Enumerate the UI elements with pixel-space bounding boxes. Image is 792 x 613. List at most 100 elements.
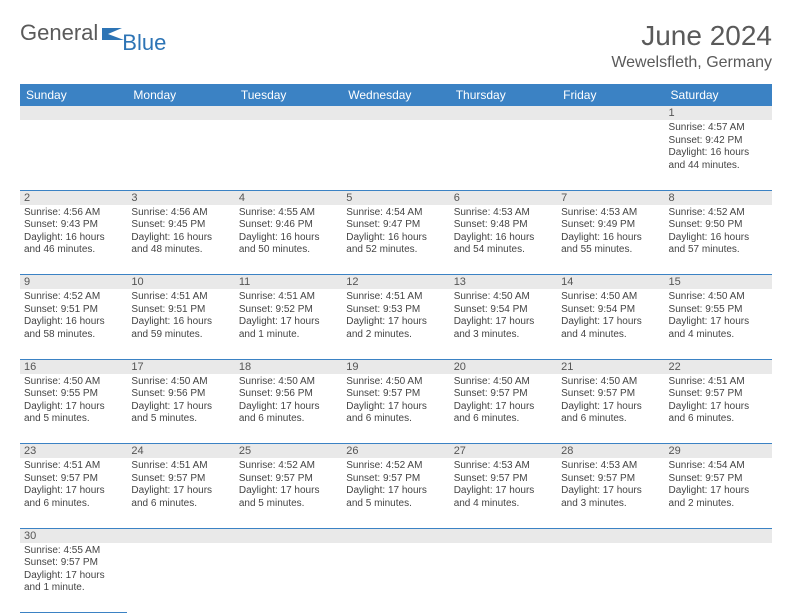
day-number: 16: [20, 359, 127, 374]
sunrise-text: Sunrise: 4:50 AM: [239, 376, 338, 389]
sun-times: Sunrise: 4:53 AMSunset: 9:57 PMDaylight:…: [561, 460, 660, 510]
daylight-text: Daylight: 17 hours and 1 minute.: [239, 316, 338, 341]
sunrise-text: Sunrise: 4:55 AM: [24, 545, 123, 558]
sunrise-text: Sunrise: 4:53 AM: [561, 207, 660, 220]
sunrise-text: Sunrise: 4:51 AM: [131, 291, 230, 304]
day-cell: Sunrise: 4:53 AMSunset: 9:48 PMDaylight:…: [450, 205, 557, 275]
day-number: 25: [235, 444, 342, 459]
daylight-text: Daylight: 16 hours and 58 minutes.: [24, 316, 123, 341]
sunset-text: Sunset: 9:55 PM: [669, 304, 768, 317]
day-cell: [127, 120, 234, 190]
day-number: 15: [665, 275, 772, 290]
daylight-text: Daylight: 17 hours and 5 minutes.: [346, 485, 445, 510]
day-number: [235, 106, 342, 120]
sunset-text: Sunset: 9:46 PM: [239, 219, 338, 232]
sunset-text: Sunset: 9:57 PM: [454, 473, 553, 486]
dayhdr-thu: Thursday: [450, 84, 557, 106]
sunrise-text: Sunrise: 4:50 AM: [561, 291, 660, 304]
sunset-text: Sunset: 9:57 PM: [561, 388, 660, 401]
daylight-text: Daylight: 17 hours and 2 minutes.: [669, 485, 768, 510]
daylight-text: Daylight: 17 hours and 2 minutes.: [346, 316, 445, 341]
daylight-text: Daylight: 17 hours and 4 minutes.: [561, 316, 660, 341]
day-cell: Sunrise: 4:51 AMSunset: 9:52 PMDaylight:…: [235, 289, 342, 359]
day-number: 11: [235, 275, 342, 290]
day-cell: Sunrise: 4:51 AMSunset: 9:53 PMDaylight:…: [342, 289, 449, 359]
sunrise-text: Sunrise: 4:53 AM: [561, 460, 660, 473]
sun-times: Sunrise: 4:51 AMSunset: 9:57 PMDaylight:…: [24, 460, 123, 510]
daylight-text: Daylight: 16 hours and 59 minutes.: [131, 316, 230, 341]
sun-times: Sunrise: 4:54 AMSunset: 9:57 PMDaylight:…: [669, 460, 768, 510]
sun-times: Sunrise: 4:55 AMSunset: 9:46 PMDaylight:…: [239, 207, 338, 257]
daynum-row: 1: [20, 106, 772, 120]
sun-times: Sunrise: 4:51 AMSunset: 9:57 PMDaylight:…: [131, 460, 230, 510]
sunset-text: Sunset: 9:50 PM: [669, 219, 768, 232]
daylight-text: Daylight: 17 hours and 4 minutes.: [454, 485, 553, 510]
daylight-text: Daylight: 17 hours and 6 minutes.: [24, 485, 123, 510]
day-number: 10: [127, 275, 234, 290]
sun-times: Sunrise: 4:55 AMSunset: 9:57 PMDaylight:…: [24, 545, 123, 595]
day-cell: [665, 543, 772, 613]
sunrise-text: Sunrise: 4:50 AM: [131, 376, 230, 389]
day-cell: Sunrise: 4:54 AMSunset: 9:47 PMDaylight:…: [342, 205, 449, 275]
sunrise-text: Sunrise: 4:51 AM: [669, 376, 768, 389]
day-cell: Sunrise: 4:51 AMSunset: 9:57 PMDaylight:…: [127, 458, 234, 528]
sun-times: Sunrise: 4:57 AMSunset: 9:42 PMDaylight:…: [669, 122, 768, 172]
day-number: 6: [450, 190, 557, 205]
day-number: 19: [342, 359, 449, 374]
sunrise-text: Sunrise: 4:53 AM: [454, 460, 553, 473]
day-number: 2: [20, 190, 127, 205]
sunset-text: Sunset: 9:52 PM: [239, 304, 338, 317]
day-number: 7: [557, 190, 664, 205]
sunset-text: Sunset: 9:57 PM: [669, 388, 768, 401]
sunrise-text: Sunrise: 4:51 AM: [24, 460, 123, 473]
day-cell: Sunrise: 4:51 AMSunset: 9:57 PMDaylight:…: [20, 458, 127, 528]
day-cell: [450, 543, 557, 613]
sunrise-text: Sunrise: 4:51 AM: [346, 291, 445, 304]
day-cell: Sunrise: 4:52 AMSunset: 9:57 PMDaylight:…: [342, 458, 449, 528]
sun-times: Sunrise: 4:52 AMSunset: 9:57 PMDaylight:…: [346, 460, 445, 510]
sunset-text: Sunset: 9:51 PM: [24, 304, 123, 317]
dayhdr-mon: Monday: [127, 84, 234, 106]
sunrise-text: Sunrise: 4:50 AM: [669, 291, 768, 304]
week-row: Sunrise: 4:51 AMSunset: 9:57 PMDaylight:…: [20, 458, 772, 528]
day-cell: Sunrise: 4:50 AMSunset: 9:54 PMDaylight:…: [557, 289, 664, 359]
sunrise-text: Sunrise: 4:52 AM: [669, 207, 768, 220]
sunrise-text: Sunrise: 4:50 AM: [454, 376, 553, 389]
week-row: Sunrise: 4:57 AMSunset: 9:42 PMDaylight:…: [20, 120, 772, 190]
sunrise-text: Sunrise: 4:52 AM: [24, 291, 123, 304]
title-block: June 2024 Wewelsfleth, Germany: [611, 20, 772, 72]
day-number: 28: [557, 444, 664, 459]
day-cell: Sunrise: 4:56 AMSunset: 9:45 PMDaylight:…: [127, 205, 234, 275]
sunrise-text: Sunrise: 4:54 AM: [346, 207, 445, 220]
day-cell: Sunrise: 4:52 AMSunset: 9:51 PMDaylight:…: [20, 289, 127, 359]
daylight-text: Daylight: 17 hours and 3 minutes.: [454, 316, 553, 341]
week-row: Sunrise: 4:52 AMSunset: 9:51 PMDaylight:…: [20, 289, 772, 359]
day-cell: Sunrise: 4:51 AMSunset: 9:57 PMDaylight:…: [665, 374, 772, 444]
day-number: [342, 528, 449, 543]
day-cell: Sunrise: 4:54 AMSunset: 9:57 PMDaylight:…: [665, 458, 772, 528]
sunset-text: Sunset: 9:53 PM: [346, 304, 445, 317]
dayhdr-sun: Sunday: [20, 84, 127, 106]
sunset-text: Sunset: 9:57 PM: [454, 388, 553, 401]
sunrise-text: Sunrise: 4:55 AM: [239, 207, 338, 220]
brand-logo: General Blue: [20, 20, 170, 46]
sunrise-text: Sunrise: 4:51 AM: [131, 460, 230, 473]
sunrise-text: Sunrise: 4:52 AM: [346, 460, 445, 473]
sunrise-text: Sunrise: 4:56 AM: [24, 207, 123, 220]
sunrise-text: Sunrise: 4:57 AM: [669, 122, 768, 135]
sunrise-text: Sunrise: 4:51 AM: [239, 291, 338, 304]
sunset-text: Sunset: 9:57 PM: [669, 473, 768, 486]
day-cell: Sunrise: 4:52 AMSunset: 9:57 PMDaylight:…: [235, 458, 342, 528]
week-row: Sunrise: 4:56 AMSunset: 9:43 PMDaylight:…: [20, 205, 772, 275]
sun-times: Sunrise: 4:54 AMSunset: 9:47 PMDaylight:…: [346, 207, 445, 257]
sun-times: Sunrise: 4:50 AMSunset: 9:56 PMDaylight:…: [239, 376, 338, 426]
day-number: 26: [342, 444, 449, 459]
day-number: 9: [20, 275, 127, 290]
day-cell: [235, 120, 342, 190]
month-year: June 2024: [611, 20, 772, 52]
daynum-row: 23242526272829: [20, 444, 772, 459]
day-cell: Sunrise: 4:56 AMSunset: 9:43 PMDaylight:…: [20, 205, 127, 275]
sun-times: Sunrise: 4:50 AMSunset: 9:57 PMDaylight:…: [561, 376, 660, 426]
day-cell: Sunrise: 4:53 AMSunset: 9:49 PMDaylight:…: [557, 205, 664, 275]
sunrise-text: Sunrise: 4:50 AM: [24, 376, 123, 389]
